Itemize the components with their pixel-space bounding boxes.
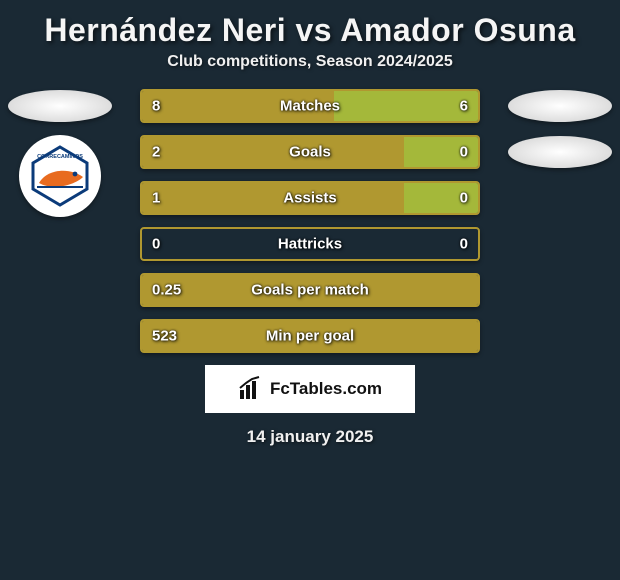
- left-spot: [0, 227, 120, 261]
- bar-min-per-goal: 523 Min per goal: [140, 319, 480, 353]
- bar-row: 8 Matches 6: [0, 89, 620, 123]
- team-logo-circle: CORRECAMINOS: [19, 135, 101, 217]
- bar-left-value: 523: [152, 328, 177, 345]
- footer-brand-text: FcTables.com: [270, 379, 382, 399]
- bar-center-label: Goals: [289, 144, 331, 161]
- bar-center-label: Matches: [280, 98, 340, 115]
- right-spot: [500, 319, 620, 353]
- bar-right-value: 0: [460, 236, 468, 253]
- left-spot: [0, 273, 120, 307]
- subtitle: Club competitions, Season 2024/2025: [0, 53, 620, 89]
- bar-goals-per-match: 0.25 Goals per match: [140, 273, 480, 307]
- bar-row: 523 Min per goal: [0, 319, 620, 353]
- bar-right-value: 0: [460, 190, 468, 207]
- avatar-placeholder-icon: [508, 90, 612, 122]
- bar-goals: 2 Goals 0: [140, 135, 480, 169]
- svg-text:CORRECAMINOS: CORRECAMINOS: [37, 154, 83, 160]
- bar-assists: 1 Assists 0: [140, 181, 480, 215]
- bar-left-fill: [142, 183, 404, 213]
- bar-right-fill: [334, 91, 478, 121]
- roadrunner-logo-icon: CORRECAMINOS: [25, 141, 95, 211]
- right-player-placeholder: [500, 89, 620, 123]
- avatar-placeholder-icon: [508, 136, 612, 168]
- page-title: Hernández Neri vs Amador Osuna: [0, 0, 620, 53]
- bar-center-label: Assists: [283, 190, 336, 207]
- right-spot: [500, 273, 620, 307]
- bar-left-fill: [142, 137, 404, 167]
- bar-left-value: 2: [152, 144, 160, 161]
- comparison-bars: 8 Matches 6 2 Goals 0: [0, 89, 620, 353]
- bar-hattricks: 0 Hattricks 0: [140, 227, 480, 261]
- bar-matches: 8 Matches 6: [140, 89, 480, 123]
- right-spot: [500, 227, 620, 261]
- bar-row: 0 Hattricks 0: [0, 227, 620, 261]
- avatar-placeholder-icon: [8, 90, 112, 122]
- bar-row: 0.25 Goals per match: [0, 273, 620, 307]
- bar-center-label: Goals per match: [251, 282, 369, 299]
- bar-center-label: Min per goal: [266, 328, 354, 345]
- left-player-placeholder: [0, 89, 120, 123]
- footer-brand-box: FcTables.com: [205, 365, 415, 413]
- bar-right-value: 6: [460, 98, 468, 115]
- bar-left-value: 0.25: [152, 282, 181, 299]
- bar-center-label: Hattricks: [278, 236, 342, 253]
- right-spot: [500, 181, 620, 215]
- bar-left-value: 0: [152, 236, 160, 253]
- chart-icon: [238, 376, 264, 402]
- right-team-placeholder: [500, 135, 620, 169]
- left-spot: [0, 319, 120, 353]
- bar-left-value: 8: [152, 98, 160, 115]
- date-text: 14 january 2025: [0, 427, 620, 447]
- bar-right-value: 0: [460, 144, 468, 161]
- bar-left-value: 1: [152, 190, 160, 207]
- left-team-logo: CORRECAMINOS: [0, 135, 120, 217]
